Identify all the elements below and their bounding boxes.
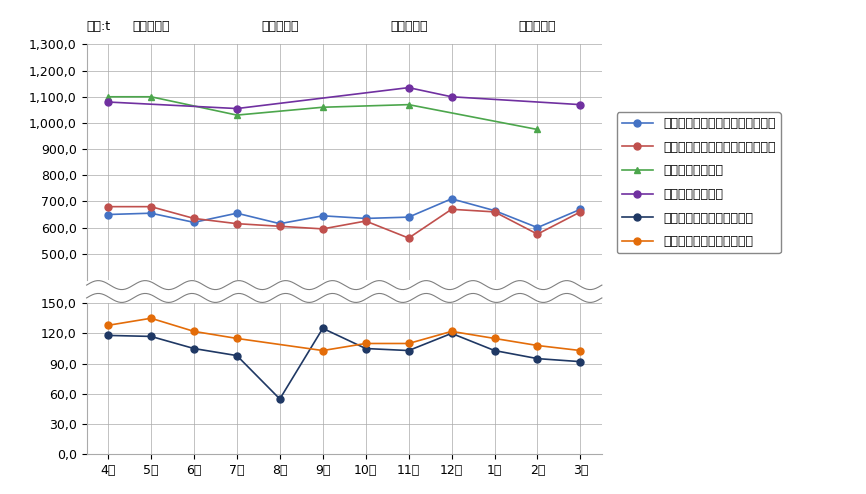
２年度　集団回収 <box>103 99 113 105</box>
３年度　ピックアップ回収 <box>360 346 371 352</box>
３年度　集団回収 <box>533 126 543 132</box>
Line: ２年度　ステーション・拠点回収: ２年度 ステーション・拠点回収 <box>105 203 584 242</box>
２年度　集団回収 <box>404 84 414 90</box>
３年度　ピックアップ回収 <box>103 332 113 338</box>
２年度　ピックアップ回収 <box>103 323 113 329</box>
３年度　ステーション・拠点回収 <box>232 210 242 216</box>
２年度　ピックアップ回収 <box>145 315 156 321</box>
Line: ３年度　ステーション・拠点回収: ３年度 ステーション・拠点回収 <box>105 195 584 231</box>
３年度　ピックアップ回収 <box>533 356 543 362</box>
３年度　集団回収 <box>318 104 328 110</box>
３年度　ステーション・拠点回収 <box>103 211 113 217</box>
Line: ３年度　ピックアップ回収: ３年度 ピックアップ回収 <box>105 325 584 403</box>
３年度　集団回収 <box>232 112 242 118</box>
３年度　ピックアップ回収 <box>318 326 328 331</box>
３年度　ピックアップ回収 <box>575 359 585 365</box>
２年度　ステーション・拠点回収 <box>318 226 328 232</box>
２年度　集団回収 <box>446 94 456 100</box>
３年度　ピックアップ回収 <box>232 353 242 359</box>
３年度　ピックアップ回収 <box>446 330 456 336</box>
３年度　ステーション・拠点回収 <box>145 210 156 216</box>
３年度　集団回収 <box>103 94 113 100</box>
２年度　ステーション・拠点回収 <box>575 209 585 215</box>
Line: ２年度　集団回収: ２年度 集団回収 <box>105 84 584 112</box>
２年度　ピックアップ回収 <box>533 342 543 348</box>
３年度　ステーション・拠点回収 <box>189 219 199 225</box>
２年度　ステーション・拠点回収 <box>232 221 242 227</box>
２年度　ピックアップ回収 <box>489 335 500 341</box>
３年度　ピックアップ回収 <box>275 396 285 402</box>
３年度　ピックアップ回収 <box>404 348 414 354</box>
２年度　集団回収 <box>575 102 585 108</box>
Text: 第１四半期: 第１四半期 <box>132 20 170 33</box>
３年度　ステーション・拠点回収 <box>446 196 456 202</box>
２年度　ピックアップ回収 <box>446 329 456 334</box>
Text: 単位:t: 単位:t <box>87 20 111 33</box>
３年度　ピックアップ回収 <box>489 348 500 354</box>
２年度　ピックアップ回収 <box>360 340 371 346</box>
Line: ３年度　集団回収: ３年度 集団回収 <box>105 93 541 133</box>
２年度　ピックアップ回収 <box>575 348 585 354</box>
２年度　ステーション・拠点回収 <box>489 209 500 215</box>
３年度　ピックアップ回収 <box>189 346 199 352</box>
Line: ２年度　ピックアップ回収: ２年度 ピックアップ回収 <box>105 315 584 354</box>
２年度　ステーション・拠点回収 <box>103 204 113 209</box>
２年度　ステーション・拠点回収 <box>145 204 156 209</box>
３年度　ステーション・拠点回収 <box>404 214 414 220</box>
３年度　ステーション・拠点回収 <box>575 206 585 212</box>
Legend: ３年度　ステーション・拠点回収, ２年度　ステーション・拠点回収, ３年度　集団回収, ２年度　集団回収, ３年度　ピックアップ回収, ２年度　ピックアップ回収: ３年度 ステーション・拠点回収, ２年度 ステーション・拠点回収, ３年度 集団… <box>617 112 780 253</box>
３年度　ステーション・拠点回収 <box>533 225 543 231</box>
３年度　ステーション・拠点回収 <box>275 221 285 227</box>
２年度　集団回収 <box>232 106 242 112</box>
Text: 第２四半期: 第２四半期 <box>261 20 299 33</box>
３年度　ピックアップ回収 <box>145 333 156 339</box>
３年度　ステーション・拠点回収 <box>318 213 328 219</box>
２年度　ステーション・拠点回収 <box>275 223 285 229</box>
２年度　ステーション・拠点回収 <box>446 206 456 212</box>
３年度　ステーション・拠点回収 <box>360 215 371 221</box>
３年度　集団回収 <box>145 94 156 100</box>
２年度　ピックアップ回収 <box>404 340 414 346</box>
２年度　ステーション・拠点回収 <box>404 235 414 241</box>
２年度　ピックアップ回収 <box>318 348 328 354</box>
２年度　ステーション・拠点回収 <box>533 231 543 237</box>
２年度　ステーション・拠点回収 <box>189 215 199 221</box>
３年度　集団回収 <box>404 102 414 108</box>
３年度　ステーション・拠点回収 <box>489 207 500 213</box>
Text: 第３四半期: 第３四半期 <box>390 20 428 33</box>
２年度　ピックアップ回収 <box>232 335 242 341</box>
Text: 第４四半期: 第４四半期 <box>519 20 556 33</box>
２年度　ステーション・拠点回収 <box>360 218 371 224</box>
２年度　ピックアップ回収 <box>189 329 199 334</box>
